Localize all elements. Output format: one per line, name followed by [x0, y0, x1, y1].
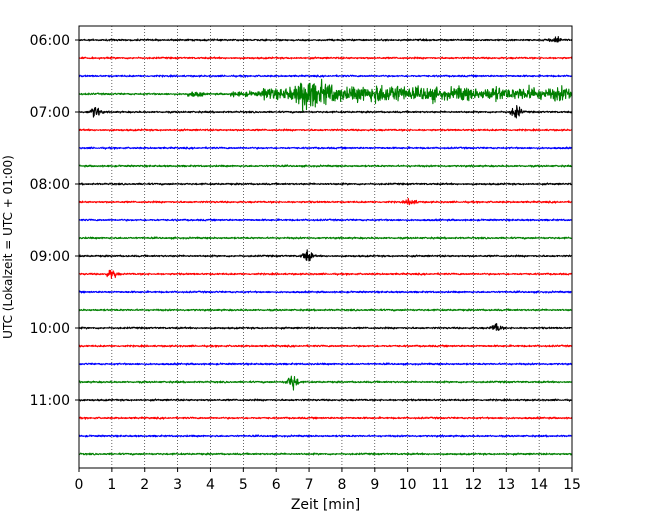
trace-0700: [78, 104, 573, 119]
trace-1100: [78, 398, 573, 402]
trace-1000: [78, 323, 573, 331]
x-tick-label: 14: [530, 477, 548, 493]
y-axis-title: UTC (Lokalzeit = UTC + 01:00): [1, 155, 15, 339]
x-tick-label: 7: [305, 477, 314, 493]
x-tick-label: 10: [399, 477, 417, 493]
trace-1130: [78, 434, 573, 438]
trace-1015: [78, 344, 573, 348]
seismic-traces: [78, 36, 573, 456]
y-tick-label: 10:00: [30, 321, 70, 337]
x-tick-label: 9: [370, 477, 379, 493]
x-tick-label: 6: [272, 477, 281, 493]
trace-0945: [78, 308, 573, 312]
y-tick-label: 09:00: [30, 249, 70, 265]
trace-0915: [78, 269, 573, 279]
plot-frame: [78, 25, 573, 469]
x-tick-label: 1: [107, 477, 116, 493]
x-tick-label: 11: [432, 477, 450, 493]
trace-0845: [78, 236, 573, 240]
y-tick-label: 11:00: [30, 393, 70, 409]
x-tick-label: 13: [497, 477, 515, 493]
trace-1030: [78, 362, 573, 366]
trace-0730: [78, 146, 573, 150]
trace-0600: [78, 36, 573, 43]
x-tick-label: 5: [239, 477, 248, 493]
x-axis-ticks: 0 1 2 3 4 5 6 7 8 9 10 11 12 13 14 15: [75, 468, 581, 493]
y-axis-ticks: 06:00 07:00 08:00 09:00 10:00 11:00: [30, 33, 79, 409]
trace-0900: [78, 249, 573, 262]
y-tick-label: 06:00: [30, 33, 70, 49]
x-axis-title: Zeit [min]: [291, 497, 360, 513]
trace-0745: [78, 164, 573, 168]
trace-0800: [78, 182, 573, 186]
trace-0645: [78, 78, 573, 112]
trace-0930: [78, 290, 573, 294]
y-tick-label: 07:00: [30, 105, 70, 121]
x-tick-label: 3: [173, 477, 182, 493]
trace-1145: [78, 452, 573, 456]
trace-1045: [78, 375, 573, 391]
x-tick-label: 8: [337, 477, 346, 493]
trace-0830: [78, 218, 573, 222]
x-tick-label: 2: [140, 477, 149, 493]
trace-0615: [78, 56, 573, 60]
x-tick-label: 12: [464, 477, 482, 493]
x-tick-label: 4: [206, 477, 215, 493]
x-tick-label: 0: [75, 477, 84, 493]
trace-1115: [78, 416, 573, 420]
trace-0715: [78, 128, 573, 132]
x-tick-label: 15: [563, 477, 581, 493]
y-tick-label: 08:00: [30, 177, 70, 193]
trace-0815: [78, 197, 573, 206]
trace-0630: [78, 74, 573, 78]
